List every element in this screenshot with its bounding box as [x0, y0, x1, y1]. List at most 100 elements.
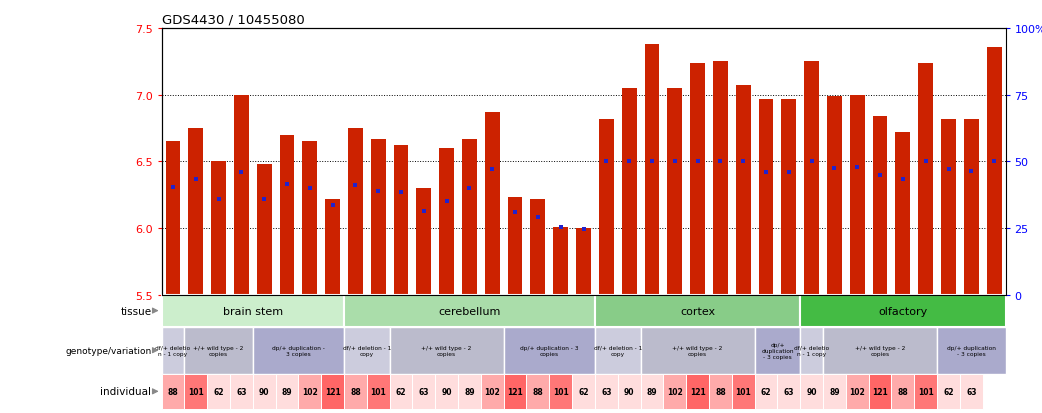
Bar: [390, 327, 503, 374]
Bar: [390, 374, 413, 409]
Bar: [344, 374, 367, 409]
Text: df/+ deletio
n - 1 copy: df/+ deletio n - 1 copy: [794, 345, 829, 356]
Bar: [302, 142, 317, 295]
Text: cerebellum: cerebellum: [439, 306, 500, 316]
Bar: [275, 374, 298, 409]
Text: 101: 101: [918, 387, 934, 396]
Bar: [553, 227, 568, 295]
Bar: [485, 113, 500, 295]
Bar: [162, 295, 344, 327]
Bar: [440, 149, 454, 295]
Bar: [869, 374, 892, 409]
Bar: [687, 374, 709, 409]
Bar: [690, 64, 705, 295]
Bar: [914, 374, 937, 409]
Text: 101: 101: [188, 387, 203, 396]
Bar: [549, 374, 572, 409]
Bar: [599, 119, 614, 295]
Bar: [162, 374, 184, 409]
Bar: [641, 327, 754, 374]
Text: 63: 63: [419, 387, 429, 396]
Bar: [279, 135, 295, 295]
Bar: [207, 374, 230, 409]
Text: 88: 88: [532, 387, 543, 396]
Bar: [530, 199, 545, 295]
Bar: [827, 97, 842, 295]
Bar: [371, 139, 386, 295]
Text: 88: 88: [715, 387, 726, 396]
Bar: [937, 374, 960, 409]
Text: 63: 63: [237, 387, 247, 396]
Text: 121: 121: [690, 387, 705, 396]
Bar: [526, 374, 549, 409]
Bar: [189, 128, 203, 295]
Bar: [800, 295, 1006, 327]
Text: 102: 102: [302, 387, 318, 396]
Bar: [846, 374, 869, 409]
Text: cortex: cortex: [680, 306, 715, 316]
Text: +/+ wild type - 2
copies: +/+ wild type - 2 copies: [672, 345, 723, 356]
Text: 63: 63: [966, 387, 976, 396]
Bar: [462, 139, 477, 295]
Bar: [872, 117, 888, 295]
Text: 88: 88: [168, 387, 178, 396]
Bar: [941, 119, 956, 295]
Text: df/+ deletion - 1
copy: df/+ deletion - 1 copy: [594, 345, 642, 356]
Text: GDS4430 / 10455080: GDS4430 / 10455080: [162, 14, 304, 26]
Bar: [713, 62, 727, 295]
Bar: [667, 89, 683, 295]
Bar: [367, 374, 390, 409]
Text: dp/+ duplication - 3
copies: dp/+ duplication - 3 copies: [520, 345, 578, 356]
Bar: [800, 374, 823, 409]
Bar: [212, 162, 226, 295]
Bar: [960, 374, 983, 409]
Text: brain stem: brain stem: [223, 306, 282, 316]
Bar: [436, 374, 458, 409]
Bar: [892, 374, 914, 409]
Bar: [458, 374, 480, 409]
Bar: [850, 95, 865, 295]
Bar: [664, 374, 687, 409]
Bar: [344, 327, 390, 374]
Bar: [234, 95, 249, 295]
Text: 102: 102: [849, 387, 865, 396]
Bar: [162, 327, 184, 374]
Text: +/+ wild type - 2
copies: +/+ wild type - 2 copies: [421, 345, 472, 356]
Bar: [736, 86, 750, 295]
Bar: [622, 89, 637, 295]
Bar: [503, 374, 526, 409]
Text: tissue: tissue: [120, 306, 151, 316]
Text: 90: 90: [624, 387, 635, 396]
Bar: [253, 327, 344, 374]
Text: 89: 89: [647, 387, 658, 396]
Bar: [413, 374, 436, 409]
Text: 62: 62: [214, 387, 224, 396]
Text: 121: 121: [872, 387, 888, 396]
Bar: [782, 100, 796, 295]
Bar: [572, 374, 595, 409]
Text: 90: 90: [807, 387, 817, 396]
Bar: [709, 374, 731, 409]
Bar: [166, 142, 180, 295]
Bar: [480, 374, 503, 409]
Bar: [184, 374, 207, 409]
Bar: [823, 327, 937, 374]
Text: dp/+
duplication
- 3 copies: dp/+ duplication - 3 copies: [761, 342, 794, 358]
Text: genotype/variation: genotype/variation: [66, 346, 151, 355]
Text: 62: 62: [578, 387, 589, 396]
Text: 62: 62: [396, 387, 406, 396]
Bar: [754, 374, 777, 409]
Text: olfactory: olfactory: [878, 306, 927, 316]
Text: dp/+ duplication
- 3 copies: dp/+ duplication - 3 copies: [947, 345, 996, 356]
Text: 90: 90: [442, 387, 452, 396]
Bar: [417, 188, 431, 295]
Bar: [298, 374, 321, 409]
Bar: [184, 327, 253, 374]
Bar: [895, 133, 911, 295]
Bar: [731, 374, 754, 409]
Text: +/+ wild type - 2
copies: +/+ wild type - 2 copies: [854, 345, 905, 356]
Bar: [987, 47, 1001, 295]
Bar: [641, 374, 664, 409]
Bar: [823, 374, 846, 409]
Text: 88: 88: [897, 387, 909, 396]
